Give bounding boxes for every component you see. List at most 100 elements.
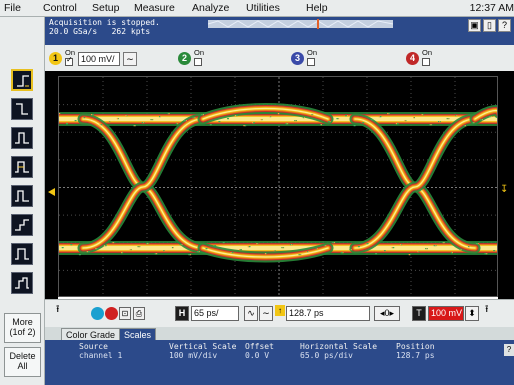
noise-dot: [493, 250, 496, 252]
noise-dot: [62, 247, 64, 249]
trigger-position-marker: [317, 19, 319, 29]
panel-menu-button[interactable]: ?: [504, 344, 514, 356]
layout-toggle-button[interactable]: ▣: [468, 19, 481, 32]
noise-dot: [206, 248, 208, 250]
trigger-transition-button[interactable]: [11, 243, 33, 265]
channel-4-badge[interactable]: 4: [406, 52, 419, 65]
noise-dot: [468, 246, 470, 248]
noise-dot: [477, 243, 479, 245]
channel-3-on-label: On: [307, 48, 318, 57]
noise-dot: [281, 247, 283, 249]
trigger-runt-button[interactable]: [11, 185, 33, 207]
trigger-level-field[interactable]: 100 mV: [428, 306, 464, 321]
trigger-level-badge[interactable]: T: [412, 306, 426, 321]
noise-dot: [336, 118, 338, 120]
channel-4-checkbox[interactable]: [422, 58, 430, 66]
noise-dot: [480, 119, 482, 121]
channel-2-badge[interactable]: 2: [178, 52, 191, 65]
menu-help[interactable]: Help: [306, 2, 328, 14]
noise-dot: [409, 254, 411, 256]
noise-dot: [282, 247, 284, 249]
more-button[interactable]: More (1of 2): [4, 313, 41, 343]
menu-utilities[interactable]: Utilities: [246, 2, 280, 14]
noise-dot: [408, 254, 410, 256]
noise-dot: [397, 123, 399, 125]
channel-2-checkbox[interactable]: [194, 58, 202, 66]
stop-button[interactable]: [105, 307, 118, 320]
position-stepper[interactable]: ◂0▸: [374, 306, 400, 321]
noise-dot: [261, 119, 263, 121]
noise-dot: [121, 252, 124, 254]
noise-dot: [349, 249, 351, 251]
noise-dot: [104, 245, 106, 247]
noise-dot: [473, 122, 475, 124]
horizontal-scale-field[interactable]: 65 ps/: [191, 306, 239, 321]
run-button[interactable]: [91, 307, 104, 320]
horizontal-badge[interactable]: H: [175, 306, 189, 321]
noise-dot: [327, 121, 329, 123]
noise-dot: [257, 243, 259, 245]
trigger-window-button[interactable]: [11, 272, 33, 294]
file-button[interactable]: ▯: [483, 19, 496, 32]
scroll-up-icon[interactable]: ⭱: [56, 304, 60, 315]
noise-dot: [400, 244, 402, 246]
horizontal-scale-up-button[interactable]: ∼: [259, 306, 273, 321]
cell-offset: 0.0 V: [245, 351, 270, 360]
trigger-setup-hold-button[interactable]: [11, 214, 33, 236]
noise-dot: [130, 249, 132, 251]
trigger-pulse-width-button[interactable]: [11, 156, 33, 178]
menu-measure[interactable]: Measure: [134, 2, 175, 14]
noise-dot: [59, 113, 61, 115]
menu-file[interactable]: File: [4, 2, 21, 14]
noise-dot: [425, 248, 427, 250]
channel-1-coupling-button[interactable]: ∼: [123, 52, 137, 66]
col-vertical-scale-header: Vertical Scale: [169, 342, 237, 351]
noise-dot: [489, 116, 491, 118]
noise-dot: [464, 125, 466, 127]
noise-dot: [197, 251, 199, 253]
help-button[interactable]: ?: [498, 19, 511, 32]
noise-dot: [425, 248, 428, 250]
noise-dot: [481, 119, 483, 121]
printer-icon: ⎙: [135, 309, 143, 318]
trigger-glitch-button[interactable]: [11, 127, 33, 149]
channel-1-scale-field[interactable]: 100 mV/: [78, 52, 120, 66]
noise-dot: [418, 251, 420, 253]
noise-dot: [248, 246, 250, 248]
menu-analyze[interactable]: Analyze: [192, 2, 230, 14]
channel-1-checkbox[interactable]: ✓: [65, 55, 73, 66]
menu-control[interactable]: Control: [43, 2, 77, 14]
noise-dot: [353, 125, 355, 127]
tab-scales[interactable]: Scales: [119, 328, 157, 340]
waveform-display[interactable]: [58, 76, 498, 297]
noise-dot: [245, 125, 247, 127]
noise-dot: [171, 247, 174, 249]
noise-dot: [193, 117, 195, 119]
noise-dot: [448, 118, 450, 120]
horizontal-position-field[interactable]: 128.7 ps: [286, 306, 370, 321]
channel-1-badge[interactable]: 1: [49, 52, 62, 65]
channel-3-badge[interactable]: 3: [291, 52, 304, 65]
noise-dot: [222, 242, 224, 244]
help-icon: ?: [501, 20, 507, 30]
noise-dot: [375, 253, 378, 255]
scroll-top-icon[interactable]: ⭱: [485, 304, 489, 315]
horizontal-scale-down-button[interactable]: ∿: [244, 306, 258, 321]
noise-dot: [315, 248, 317, 250]
noise-dot: [329, 121, 331, 123]
noise-dot: [311, 114, 313, 116]
noise-dot: [112, 242, 114, 244]
noise-dot: [447, 118, 449, 120]
print-button[interactable]: ⎙: [133, 307, 145, 320]
tab-color-grade[interactable]: Color Grade: [61, 328, 121, 340]
menu-setup[interactable]: Setup: [92, 2, 120, 14]
noise-dot: [232, 252, 234, 254]
trigger-falling-edge-button[interactable]: [11, 98, 33, 120]
single-button[interactable]: ⊡: [119, 307, 131, 320]
trigger-level-stepper[interactable]: ⬍: [465, 306, 479, 321]
channel-3-checkbox[interactable]: [307, 58, 315, 66]
noise-dot: [247, 246, 249, 248]
delete-all-button[interactable]: Delete All: [4, 347, 41, 377]
trigger-rising-edge-button[interactable]: [11, 69, 33, 91]
noise-dot: [218, 121, 220, 123]
